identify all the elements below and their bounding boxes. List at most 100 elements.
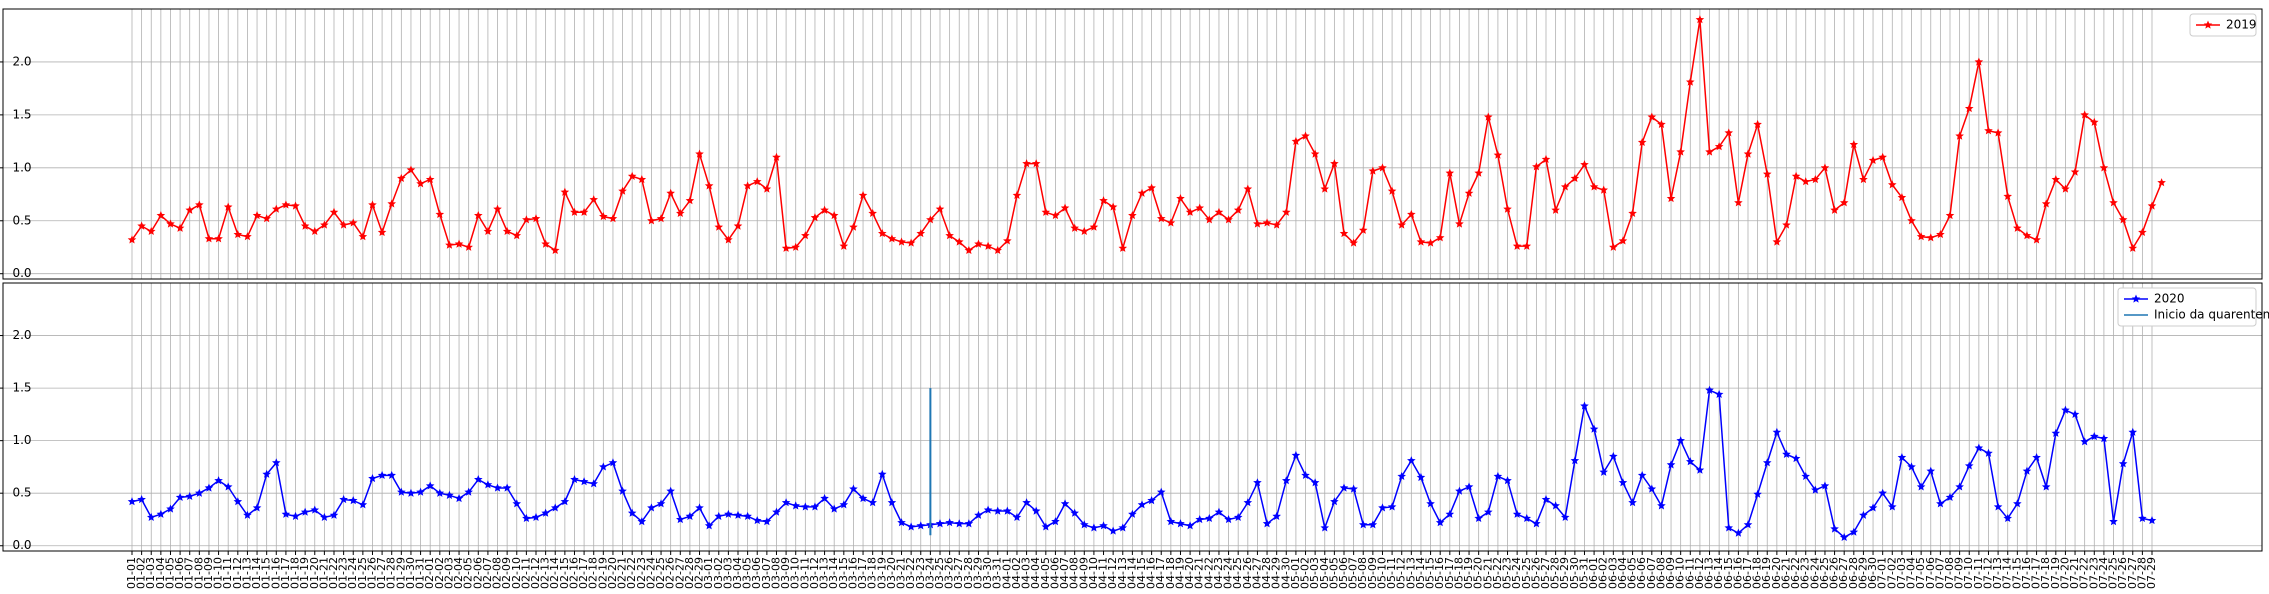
x-tick-label: 06-16: [1731, 557, 1744, 589]
point-marker: [223, 202, 233, 211]
point-marker: [1503, 476, 1512, 485]
point-marker: [1926, 466, 1936, 475]
point-marker: [1272, 220, 1281, 229]
point-marker: [1686, 77, 1695, 86]
point-marker: [2032, 235, 2041, 244]
point-marker: [1387, 186, 1397, 195]
point-marker: [397, 487, 406, 496]
x-tick-label: 04-13: [1116, 557, 1129, 589]
point-marker: [1849, 140, 1859, 149]
x-tick-label: 01-09: [202, 557, 215, 589]
point-marker: [579, 477, 589, 486]
point-marker: [214, 234, 223, 243]
point-marker: [1464, 482, 1474, 491]
point-marker: [1310, 478, 1320, 487]
point-marker: [1580, 160, 1589, 169]
point-marker: [964, 519, 974, 528]
point-marker: [1647, 484, 1657, 493]
x-tick-label: 07-05: [1914, 557, 1927, 589]
point-marker: [2080, 437, 2089, 446]
x-tick-label: 02-07: [481, 557, 494, 589]
x-tick-label: 02-26: [664, 557, 677, 589]
point-marker: [291, 511, 300, 520]
point-marker: [2061, 405, 2070, 414]
point-marker: [1714, 389, 1724, 399]
point-marker: [781, 243, 791, 252]
x-tick-label: 01-21: [317, 557, 330, 589]
x-tick-label: 05-17: [1443, 557, 1456, 589]
x-tick-label: 03-02: [712, 557, 725, 589]
x-tick-label: 05-27: [1539, 557, 1552, 589]
point-marker: [281, 509, 291, 518]
point-marker: [1147, 183, 1156, 192]
x-tick-label: 03-13: [818, 557, 831, 589]
point-marker: [445, 240, 454, 249]
point-marker: [1070, 223, 1079, 232]
point-marker: [1147, 496, 1156, 505]
point-marker: [1955, 131, 1964, 140]
x-tick-label: 05-01: [1289, 557, 1302, 589]
point-marker: [416, 179, 425, 188]
point-marker: [502, 483, 512, 492]
x-tick-label: 03-04: [731, 557, 744, 589]
point-marker: [1657, 119, 1666, 129]
x-tick-label: 02-29: [693, 557, 706, 589]
point-marker: [954, 519, 964, 528]
x-tick-label: 06-19: [1760, 557, 1773, 589]
point-marker: [377, 470, 387, 479]
point-marker: [243, 510, 252, 519]
x-tick-label: 06-13: [1703, 557, 1716, 589]
point-marker: [1782, 220, 1791, 229]
point-marker: [1041, 522, 1051, 531]
point-marker: [262, 214, 271, 223]
point-marker: [1060, 499, 1070, 508]
point-marker: [935, 204, 945, 213]
point-marker: [647, 216, 656, 225]
x-tick-label: 07-06: [1924, 557, 1937, 589]
x-tick-label: 01-16: [269, 557, 282, 589]
point-marker: [1282, 207, 1291, 216]
x-tick-label: 05-14: [1414, 557, 1427, 589]
point-marker: [1214, 507, 1224, 516]
x-tick-label: 04-27: [1250, 557, 1263, 589]
x-tick-label: 06-15: [1722, 557, 1735, 589]
x-tick-label: 03-31: [991, 557, 1004, 589]
point-marker: [743, 511, 752, 520]
point-marker: [1310, 149, 1320, 158]
x-tick-label: 06-26: [1828, 557, 1841, 589]
y-tick-label: 1.5: [12, 381, 31, 395]
x-tick-label: 04-18: [1164, 557, 1177, 589]
point-marker: [829, 210, 839, 220]
point-marker: [906, 522, 916, 531]
point-marker: [358, 232, 368, 241]
point-marker: [1455, 486, 1464, 495]
x-tick-label: 01-02: [135, 557, 148, 589]
x-tick-label: 03-24: [923, 557, 936, 589]
x-tick-label: 07-07: [1933, 557, 1946, 589]
point-marker: [1522, 513, 1532, 523]
x-tick-label: 03-25: [933, 557, 946, 589]
x-tick-label: 05-24: [1510, 557, 1523, 589]
point-marker: [2051, 174, 2061, 184]
point-marker: [1339, 228, 1349, 238]
point-marker: [2157, 178, 2166, 187]
x-tick-label: 02-15: [558, 557, 571, 589]
x-tick-label: 07-29: [2145, 557, 2158, 589]
point-marker: [1820, 481, 1830, 490]
axes-frame: [2, 282, 2263, 552]
x-tick-label: 06-18: [1751, 557, 1764, 589]
point-marker: [1022, 498, 1031, 507]
point-marker: [1051, 210, 1060, 220]
axes: 0.0 0.5 1.0 1.5 2.0: [0, 8, 2263, 280]
x-tick-label: 02-17: [577, 557, 590, 589]
point-marker: [762, 184, 772, 193]
x-tick-label: 01-20: [308, 557, 321, 589]
point-marker: [1676, 147, 1685, 156]
point-marker: [416, 487, 425, 496]
x-tick-label: 03-10: [789, 557, 802, 589]
point-marker: [310, 505, 320, 514]
point-marker: [1243, 184, 1253, 193]
point-marker: [637, 174, 647, 184]
point-marker: [445, 490, 454, 499]
point-marker: [1666, 194, 1676, 203]
